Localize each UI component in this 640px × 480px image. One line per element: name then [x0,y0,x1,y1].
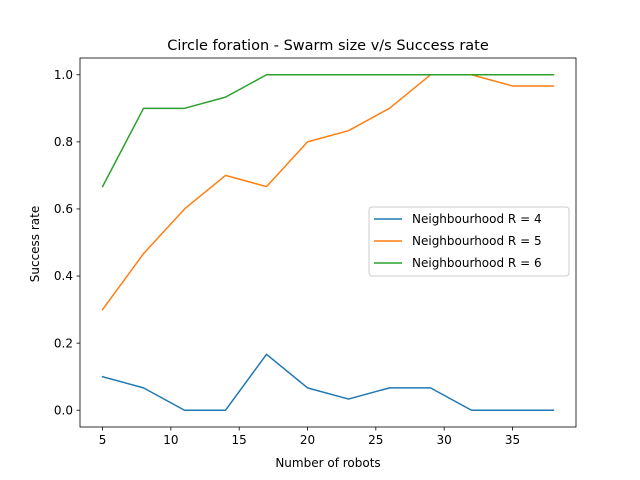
legend-label-2: Neighbourhood R = 5 [412,234,542,248]
y-tick-label: 0.6 [54,202,73,216]
x-tick-label: 25 [368,433,383,447]
x-axis-label: Number of robots [275,456,380,470]
y-tick-label: 0.8 [54,135,73,149]
series-line-3 [101,74,555,188]
x-tick-label: 35 [505,433,520,447]
series-line-2 [101,74,555,311]
x-tick-label: 15 [232,433,247,447]
y-tick-label: 1.0 [54,68,73,82]
x-tick-label: 30 [437,433,452,447]
y-axis-label: Success rate [28,206,42,283]
legend-label-1: Neighbourhood R = 4 [412,212,542,226]
plot-area: 5 10 15 20 25 30 35 0.0 0.2 0.4 0.6 0.8 1.0 [54,57,577,447]
y-tick-label: 0.0 [54,403,73,417]
legend-label-3: Neighbourhood R = 6 [412,256,542,270]
series-line-1 [101,353,555,411]
x-tick-label: 20 [300,433,315,447]
y-tick-label: 0.2 [54,336,73,350]
x-tick-label: 10 [163,433,178,447]
x-tick-label: 5 [99,433,107,447]
y-tick-label: 0.4 [54,269,73,283]
legend-box [368,206,570,277]
legend: Neighbourhood R = 4 Neighbourhood R = 5 Ne… [368,206,570,277]
chart-title: Circle foration - Swarm size v/s Success… [167,38,489,54]
axes-frame [79,57,577,428]
